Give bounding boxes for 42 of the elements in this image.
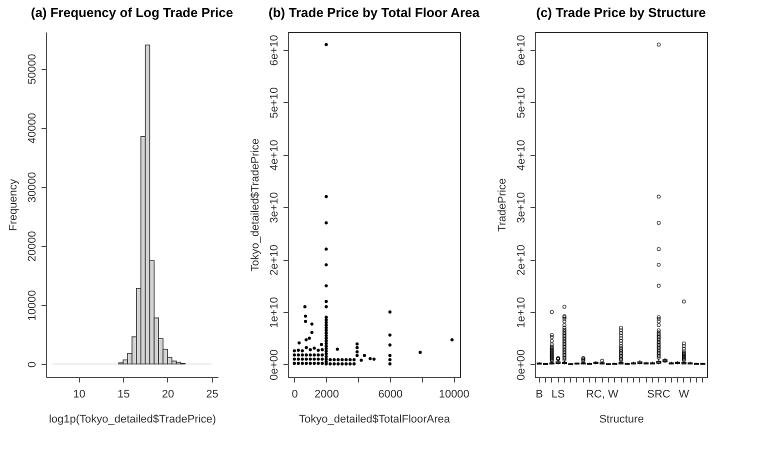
y-tick-label: 2e+10: [516, 244, 528, 276]
chart-title: (a) Frequency of Log Trade Price: [30, 5, 234, 20]
x-tick-label: 25: [206, 388, 218, 400]
y-tick-label: 2e+10: [268, 244, 280, 276]
y-tick-label: 5e+10: [516, 87, 528, 118]
x-tick-label: 0: [292, 388, 298, 400]
y-axis-title: Tokyo_detailed$TradePrice: [250, 138, 262, 272]
y-tick-label: 0e+00: [268, 349, 280, 380]
y-tick-label: 4e+10: [516, 140, 528, 171]
y-tick-label: 6e+10: [268, 34, 280, 66]
y-tick-label: 4e+10: [268, 140, 280, 171]
x-tick-label: B: [536, 388, 543, 400]
x-tick-label: 15: [118, 388, 130, 400]
y-tick-label: 3e+10: [516, 192, 528, 224]
y-tick-label: 0e+00: [516, 349, 528, 380]
x-tick-label: LS: [551, 388, 565, 400]
chart-title: (c) Trade Price by Structure: [536, 5, 706, 20]
y-tick-label: 30000: [26, 172, 38, 203]
y-axis-title: TradePrice: [496, 178, 508, 232]
y-tick-label: 40000: [26, 112, 38, 144]
y-tick-label: 6e+10: [516, 34, 528, 66]
x-axis-title: log1p(Tokyo_detailed$TradePrice): [48, 414, 216, 426]
x-tick-label: SRC: [647, 388, 670, 400]
y-tick-label: 5e+10: [268, 87, 280, 118]
x-tick-label: 10000: [438, 388, 470, 400]
y-tick-label: 50000: [26, 54, 38, 84]
y-tick-label: 3e+10: [268, 192, 280, 224]
chart-title: (b) Trade Price by Total Floor Area: [268, 5, 480, 20]
x-tick-label: 6000: [378, 388, 403, 400]
x-tick-label: RC, W: [586, 388, 619, 400]
x-tick-label: 20: [162, 388, 174, 400]
x-tick-label: 10: [73, 388, 86, 400]
y-tick-label: 1e+10: [516, 297, 528, 328]
y-tick-label: 10000: [26, 290, 38, 321]
y-tick-label: 0: [26, 361, 38, 368]
y-tick-label: 20000: [26, 231, 38, 262]
x-tick-label: W: [678, 388, 690, 400]
x-axis-title: Tokyo_detailed$TotalFloorArea: [298, 414, 451, 426]
x-tick-label: 2000: [314, 388, 339, 400]
y-axis-title: Frequency: [8, 178, 20, 231]
x-axis-title: Structure: [599, 414, 644, 426]
y-tick-label: 1e+10: [268, 297, 280, 328]
